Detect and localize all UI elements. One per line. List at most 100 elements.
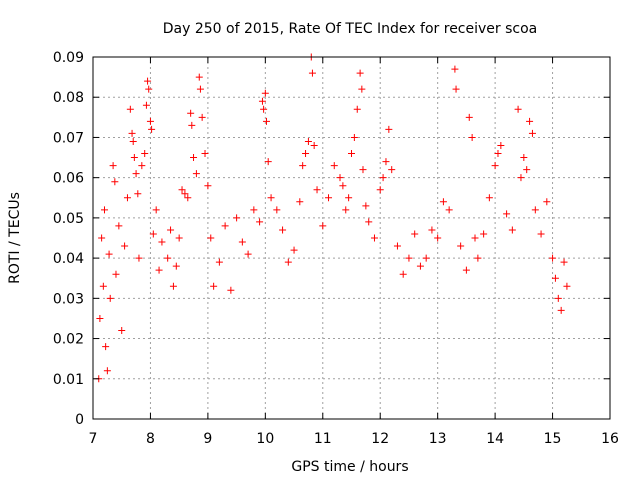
data-point bbox=[543, 198, 551, 206]
data-point bbox=[98, 234, 106, 242]
data-point bbox=[494, 150, 502, 158]
data-point bbox=[142, 101, 150, 109]
data-point bbox=[244, 250, 252, 258]
y-tick-label: 0.07 bbox=[53, 130, 84, 146]
data-point bbox=[233, 214, 241, 222]
data-point bbox=[111, 178, 119, 186]
data-point bbox=[350, 133, 358, 141]
data-point bbox=[148, 125, 156, 133]
data-point bbox=[379, 174, 387, 182]
axis-ticks: 0 0.01 0.02 0.03 0.04 0.05 0.06 0.07 0.08 0.09 7 8 9… bbox=[53, 50, 619, 447]
data-point bbox=[115, 222, 123, 230]
data-point bbox=[422, 254, 430, 262]
chart-title: Day 250 of 2015, Rate Of TEC Index for r… bbox=[163, 21, 538, 37]
y-tick-label: 0.05 bbox=[53, 211, 84, 227]
data-point bbox=[99, 282, 107, 290]
data-point bbox=[348, 150, 355, 158]
data-point bbox=[359, 166, 367, 174]
data-point bbox=[549, 254, 557, 262]
data-point bbox=[192, 170, 200, 178]
data-point bbox=[112, 270, 120, 278]
data-point bbox=[385, 125, 393, 133]
data-point bbox=[457, 242, 465, 250]
data-point bbox=[128, 129, 136, 137]
data-point bbox=[215, 258, 223, 266]
data-point bbox=[158, 238, 166, 246]
data-point bbox=[452, 85, 460, 93]
data-point bbox=[284, 258, 292, 266]
data-point bbox=[169, 282, 177, 290]
data-point bbox=[258, 97, 266, 105]
data-point bbox=[175, 234, 183, 242]
y-axis-label: ROTI / TECUs bbox=[7, 192, 23, 284]
data-point bbox=[325, 194, 333, 202]
data-point bbox=[336, 174, 344, 182]
data-point bbox=[514, 105, 522, 113]
data-point bbox=[195, 73, 203, 81]
y-tick-label: 0.06 bbox=[53, 171, 84, 187]
data-point bbox=[330, 162, 338, 170]
data-point bbox=[155, 266, 163, 274]
data-point bbox=[358, 85, 366, 93]
data-point bbox=[106, 294, 114, 302]
y-tick-label: 0.04 bbox=[53, 251, 84, 267]
data-point bbox=[451, 65, 459, 73]
data-point bbox=[96, 314, 104, 322]
data-point bbox=[141, 150, 149, 158]
data-point bbox=[376, 186, 384, 194]
y-tick-label: 0.03 bbox=[53, 291, 84, 307]
data-point bbox=[497, 141, 505, 149]
data-point bbox=[480, 230, 488, 238]
data-point bbox=[132, 170, 140, 178]
data-point bbox=[290, 246, 298, 254]
x-axis-label: GPS time / hours bbox=[291, 459, 408, 475]
data-point bbox=[135, 254, 143, 262]
data-point bbox=[262, 117, 270, 125]
data-point bbox=[382, 158, 390, 166]
data-point bbox=[471, 234, 479, 242]
data-point bbox=[563, 282, 571, 290]
data-point bbox=[172, 262, 180, 270]
data-point bbox=[178, 186, 186, 194]
data-points bbox=[95, 53, 571, 383]
data-point bbox=[279, 226, 287, 234]
data-point bbox=[121, 242, 129, 250]
data-point bbox=[138, 162, 146, 170]
data-point bbox=[310, 141, 318, 149]
data-point bbox=[405, 254, 413, 262]
data-point bbox=[434, 234, 442, 242]
data-point bbox=[105, 250, 113, 258]
data-point bbox=[126, 105, 134, 113]
data-point bbox=[551, 274, 559, 282]
data-point bbox=[187, 109, 195, 117]
data-point bbox=[130, 154, 138, 162]
data-point bbox=[537, 230, 545, 238]
y-tick-label: 0.01 bbox=[53, 372, 84, 388]
data-point bbox=[221, 222, 229, 230]
data-point bbox=[201, 150, 209, 158]
data-point bbox=[204, 182, 212, 190]
data-point bbox=[267, 194, 275, 202]
data-point bbox=[188, 121, 196, 129]
data-point bbox=[109, 162, 117, 170]
data-point bbox=[313, 186, 321, 194]
data-point bbox=[184, 194, 192, 202]
data-point bbox=[528, 129, 536, 137]
x-tick-label: 7 bbox=[89, 431, 98, 447]
data-point bbox=[399, 270, 407, 278]
data-point bbox=[554, 294, 562, 302]
data-point bbox=[388, 166, 396, 174]
data-point bbox=[198, 113, 206, 121]
x-tick-label: 16 bbox=[601, 431, 619, 447]
grid-lines bbox=[93, 57, 610, 419]
data-point bbox=[362, 202, 370, 210]
data-point bbox=[520, 154, 528, 162]
data-point bbox=[356, 69, 364, 77]
data-point bbox=[144, 77, 152, 85]
x-tick-label: 11 bbox=[314, 431, 332, 447]
data-point bbox=[503, 210, 511, 218]
data-point bbox=[129, 137, 137, 145]
data-point bbox=[411, 230, 419, 238]
data-point bbox=[474, 254, 482, 262]
